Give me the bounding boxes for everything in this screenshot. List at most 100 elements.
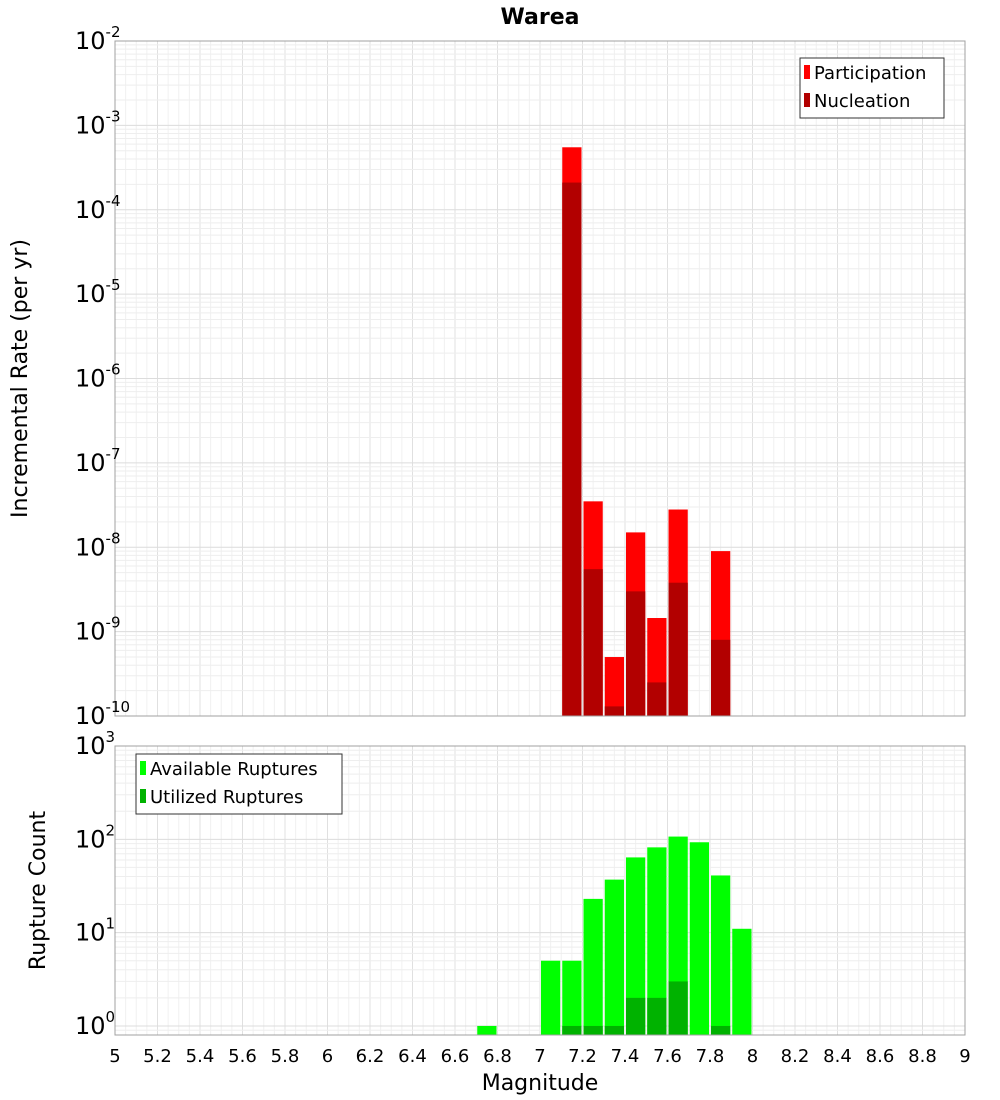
bottom-y-tick-base: 10 bbox=[75, 1012, 106, 1040]
bottom-bar-available-ruptures bbox=[477, 1025, 497, 1035]
bottom-y-tick-label: 103 bbox=[75, 728, 115, 760]
x-tick-label: 8.4 bbox=[823, 1046, 852, 1067]
top-y-axis-label: Incremental Rate (per yr) bbox=[8, 239, 33, 518]
bottom-plot-border bbox=[114, 745, 966, 1036]
top-y-tick-base: 10 bbox=[75, 533, 106, 561]
bottom-bar-utilized-ruptures bbox=[604, 1025, 624, 1035]
top-y-tick-label: 10-4 bbox=[75, 192, 121, 224]
top-bar-participation bbox=[604, 657, 624, 716]
x-tick-label: 5.8 bbox=[271, 1046, 300, 1067]
x-tick-label: 9 bbox=[959, 1046, 970, 1067]
top-legend-swatch bbox=[804, 65, 810, 79]
bottom-bar-utilized-ruptures bbox=[626, 997, 646, 1035]
bottom-y-tick-exponent: 0 bbox=[106, 1008, 116, 1026]
top-y-tick-exponent: -5 bbox=[106, 276, 121, 294]
top-legend-box bbox=[799, 57, 945, 119]
top-bars bbox=[562, 147, 731, 717]
bottom-bar-utilized-ruptures bbox=[711, 1025, 731, 1035]
bottom-bar-utilized-ruptures bbox=[562, 1025, 582, 1035]
x-axis-label: Magnitude bbox=[482, 1071, 599, 1096]
bottom-y-tick-exponent: 1 bbox=[106, 915, 116, 933]
bottom-legend-label: Utilized Ruptures bbox=[150, 787, 303, 808]
top-bar-nucleation bbox=[626, 591, 646, 716]
top-y-tick-label: 10-8 bbox=[75, 529, 121, 561]
bottom-bar-available-ruptures bbox=[732, 928, 752, 1035]
bottom-legend-swatch bbox=[140, 761, 146, 775]
x-tick-label: 8.6 bbox=[866, 1046, 895, 1067]
top-y-tick-exponent: -10 bbox=[106, 698, 131, 716]
bottom-y-tick-label: 102 bbox=[75, 821, 115, 853]
top-y-tick-exponent: -8 bbox=[106, 529, 121, 547]
bottom-legend-swatch bbox=[140, 789, 146, 803]
x-tick-label: 8 bbox=[747, 1046, 758, 1067]
top-y-tick-exponent: -7 bbox=[106, 445, 121, 463]
top-y-tick-base: 10 bbox=[75, 27, 106, 55]
top-legend-swatch bbox=[804, 93, 810, 107]
top-bar-nucleation bbox=[583, 569, 603, 716]
bottom-legend-label: Available Ruptures bbox=[150, 759, 318, 780]
x-tick-label: 8.2 bbox=[781, 1046, 810, 1067]
top-y-tick-base: 10 bbox=[75, 618, 106, 646]
x-tick-label: 7 bbox=[534, 1046, 545, 1067]
top-y-tick-label: 10-5 bbox=[75, 276, 121, 308]
top-y-tick-exponent: -9 bbox=[106, 614, 121, 632]
bottom-bar-available-ruptures bbox=[562, 960, 582, 1035]
x-tick-label: 7.8 bbox=[696, 1046, 725, 1067]
top-legend: Participation Nucleation bbox=[799, 57, 945, 119]
x-tick-label: 6.8 bbox=[483, 1046, 512, 1067]
top-y-tick-base: 10 bbox=[75, 449, 106, 477]
x-tick-label: 7.4 bbox=[611, 1046, 640, 1067]
bottom-bar-available-ruptures bbox=[711, 875, 731, 1035]
bottom-y-tick-exponent: 3 bbox=[106, 728, 116, 746]
top-y-tick-base: 10 bbox=[75, 365, 106, 393]
bottom-bar-available-ruptures bbox=[689, 842, 709, 1035]
bottom-grid bbox=[114, 745, 966, 1036]
bottom-y-axis-label: Rupture Count bbox=[26, 811, 51, 971]
top-bar-nucleation bbox=[668, 582, 688, 716]
x-tick-label: 7.2 bbox=[568, 1046, 597, 1067]
x-tick-label: 5 bbox=[109, 1046, 120, 1067]
top-y-tick-label: 10-2 bbox=[75, 23, 121, 55]
top-y-tick-exponent: -4 bbox=[106, 192, 121, 210]
x-tick-label: 6.4 bbox=[398, 1046, 427, 1067]
top-plot-border bbox=[114, 40, 966, 717]
bottom-bar-utilized-ruptures bbox=[583, 1025, 603, 1035]
chart-title: Warea bbox=[501, 5, 580, 30]
bottom-y-tick-label: 101 bbox=[75, 915, 115, 947]
bottom-bar-available-ruptures bbox=[604, 879, 624, 1035]
x-tick-label: 5.2 bbox=[143, 1046, 172, 1067]
x-tick-label: 5.4 bbox=[186, 1046, 215, 1067]
top-y-tick-base: 10 bbox=[75, 196, 106, 224]
bottom-y-tick-base: 10 bbox=[75, 825, 106, 853]
x-tick-label: 6.2 bbox=[356, 1046, 385, 1067]
top-y-tick-base: 10 bbox=[75, 111, 106, 139]
bottom-bar-available-ruptures bbox=[541, 960, 561, 1035]
top-y-tick-exponent: -6 bbox=[106, 361, 121, 379]
top-y-tick-label: 10-10 bbox=[75, 698, 130, 730]
bottom-bar-available-ruptures bbox=[583, 898, 603, 1035]
bottom-bar-utilized-ruptures bbox=[647, 997, 667, 1035]
x-tick-label: 5.6 bbox=[228, 1046, 257, 1067]
x-tick-label: 7.6 bbox=[653, 1046, 682, 1067]
top-y-tick-exponent: -3 bbox=[106, 107, 121, 125]
top-bar-nucleation bbox=[604, 706, 624, 716]
top-y-tick-exponent: -2 bbox=[106, 23, 121, 41]
top-y-tick-label: 10-6 bbox=[75, 361, 121, 393]
bottom-legend-box bbox=[135, 753, 343, 815]
bottom-legend: Available Ruptures Utilized Ruptures bbox=[135, 753, 343, 815]
top-y-tick-base: 10 bbox=[75, 280, 106, 308]
top-grid bbox=[114, 40, 966, 717]
top-y-tick-base: 10 bbox=[75, 702, 106, 730]
top-bar-nucleation bbox=[562, 182, 582, 716]
bottom-y-tick-base: 10 bbox=[75, 919, 106, 947]
top-y-tick-label: 10-3 bbox=[75, 107, 121, 139]
bottom-y-tick-exponent: 2 bbox=[106, 821, 116, 839]
x-tick-label: 6 bbox=[322, 1046, 333, 1067]
top-legend-label: Nucleation bbox=[814, 91, 910, 112]
top-legend-label: Participation bbox=[814, 63, 926, 84]
x-tick-label: 8.8 bbox=[908, 1046, 937, 1067]
bottom-bar-available-ruptures bbox=[647, 847, 667, 1035]
top-bar-nucleation bbox=[711, 639, 731, 716]
